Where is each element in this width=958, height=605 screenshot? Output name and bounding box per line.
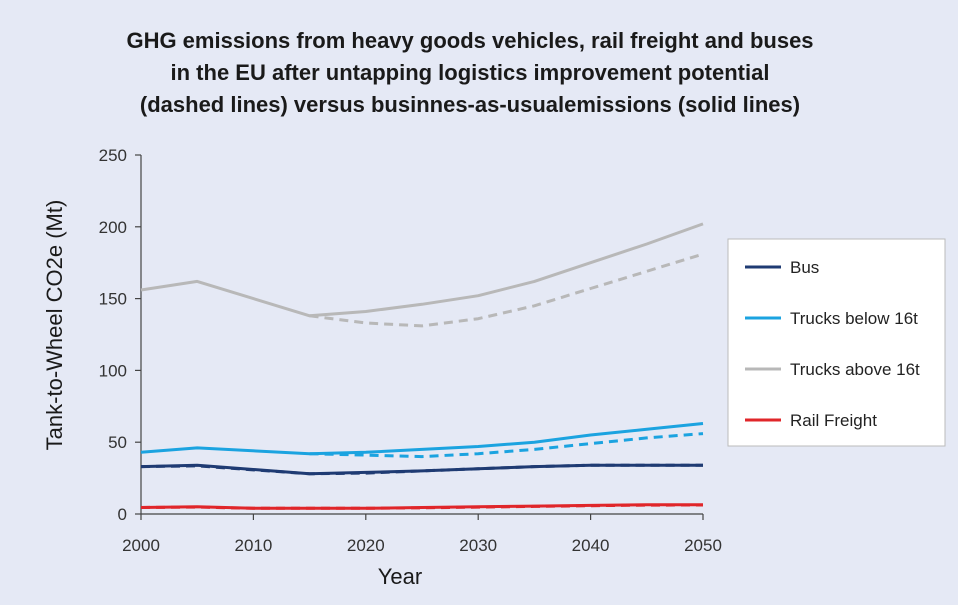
x-axis-title: Year — [378, 564, 422, 589]
x-tick-label: 2010 — [234, 536, 272, 555]
x-tick-label: 2000 — [122, 536, 160, 555]
series-line-series-6-dashed — [309, 432, 704, 459]
series-line-bus-solid — [140, 463, 703, 476]
legend-label: Rail Freight — [790, 411, 877, 430]
y-tick-label: 0 — [118, 505, 127, 524]
x-tick-label: 2040 — [572, 536, 610, 555]
y-tick-label: 250 — [99, 146, 127, 165]
series-line-trucks-below-16t-solid — [140, 422, 704, 456]
y-axis-title: Tank-to-Wheel CO2e (Mt) — [42, 200, 67, 451]
x-axis-ticks: 2000 2010 2020 2030 2040 2050 — [122, 514, 722, 555]
chart-title: GHG emissions from heavy goods vehicles,… — [126, 28, 813, 117]
legend: Bus Trucks below 16t Trucks above 16t Rail … — [727, 238, 946, 447]
y-tick-label: 150 — [99, 290, 127, 309]
legend-items: Bus Trucks below 16t Trucks above 16t Rail … — [745, 258, 920, 430]
chart-title-line-1: GHG emissions from heavy goods vehicles,… — [126, 28, 813, 53]
y-axis-ticks: 0 50 100 150 200 250 — [99, 146, 141, 524]
chart-title-line-2: in the EU after untapping logistics impr… — [171, 60, 770, 85]
y-tick-label: 50 — [108, 433, 127, 452]
series-line-series-7-dashed — [309, 252, 704, 328]
legend-label: Trucks above 16t — [790, 360, 920, 379]
x-axis: 2000 2010 2020 2030 2040 2050 — [122, 513, 722, 555]
y-tick-label: 200 — [99, 218, 127, 237]
series-line-trucks-above-16t-solid — [140, 222, 704, 318]
x-tick-label: 2020 — [347, 536, 385, 555]
legend-label: Trucks below 16t — [790, 309, 918, 328]
series-lines — [140, 222, 704, 510]
y-tick-label: 100 — [99, 361, 127, 380]
legend-box — [727, 238, 946, 447]
series-line-rail-freight-solid — [140, 503, 703, 510]
series-line-series-8-dashed — [140, 503, 704, 510]
x-tick-label: 2050 — [684, 536, 722, 555]
chart-title-line-3: (dashed lines) versus businnes-as-usuale… — [140, 92, 800, 117]
legend-label: Bus — [790, 258, 819, 277]
x-tick-label: 2030 — [459, 536, 497, 555]
y-axis: 0 50 100 150 200 250 — [99, 146, 142, 524]
series-line-series-5-dashed — [140, 463, 703, 476]
